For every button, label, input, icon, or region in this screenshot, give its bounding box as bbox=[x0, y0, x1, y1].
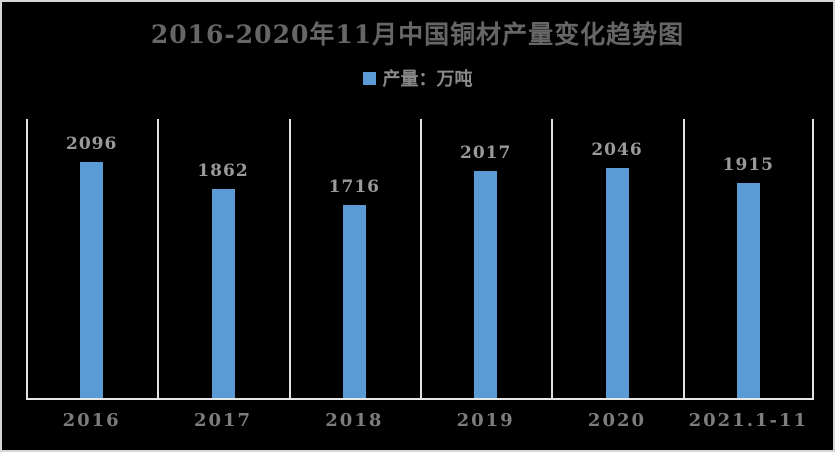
legend-swatch-icon bbox=[362, 71, 376, 85]
legend: 产量：万吨 bbox=[2, 65, 833, 91]
vertical-gridline bbox=[682, 119, 685, 398]
x-label-2019: 2019 bbox=[456, 410, 515, 431]
x-label-2017: 2017 bbox=[193, 410, 253, 431]
bar-2018 bbox=[342, 205, 366, 398]
x-label-2016: 2016 bbox=[62, 410, 121, 431]
plot-area: 2096 1862 1716 2017 2046 1915 bbox=[26, 119, 814, 400]
value-label-2016: 2096 bbox=[65, 134, 118, 155]
x-label-2018: 2018 bbox=[325, 410, 384, 431]
vertical-gridline bbox=[157, 119, 160, 398]
vertical-gridline bbox=[420, 119, 422, 398]
x-label-2020: 2020 bbox=[587, 410, 647, 431]
x-axis: 2016 2017 2018 2019 2020 2021.1-11 bbox=[26, 410, 814, 431]
vertical-gridline bbox=[551, 119, 554, 398]
x-label-2021.1-11: 2021.1-11 bbox=[688, 410, 809, 431]
bar-2016 bbox=[80, 162, 104, 398]
bar-2017 bbox=[211, 188, 235, 398]
vertical-gridline bbox=[288, 119, 291, 398]
value-label-2021.1-11: 1915 bbox=[722, 154, 774, 175]
bar-2021.1-11 bbox=[736, 182, 760, 398]
vertical-gridline bbox=[26, 119, 28, 398]
chart-title: 2016-2020年11月中国铜材产量变化趋势图 bbox=[150, 20, 685, 49]
value-label-2020: 2046 bbox=[591, 140, 643, 161]
value-label-2018: 1716 bbox=[328, 177, 380, 198]
legend-label: 产量：万吨 bbox=[382, 69, 473, 90]
value-label-2017: 1862 bbox=[197, 160, 249, 181]
bar-2019 bbox=[474, 171, 498, 398]
value-label-2019: 2017 bbox=[459, 143, 512, 164]
bar-2020 bbox=[605, 168, 629, 398]
vertical-gridline bbox=[812, 119, 814, 398]
